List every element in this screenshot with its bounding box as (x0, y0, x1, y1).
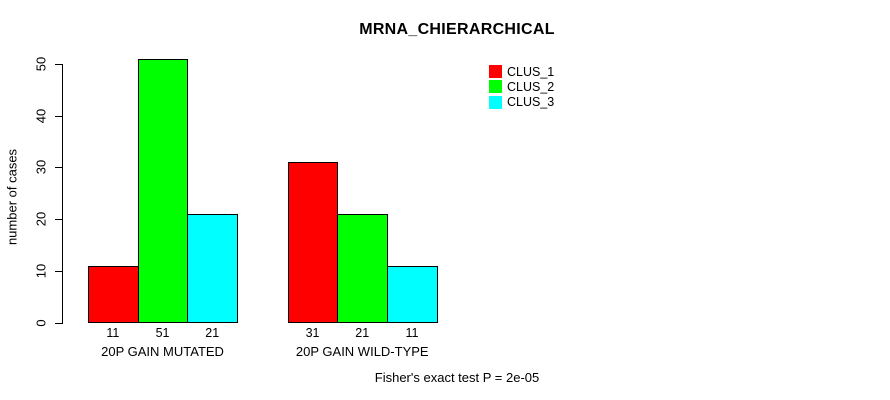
stat-test-note: Fisher's exact test P = 2e-05 (374, 370, 540, 385)
y-tick-label: 20 (33, 211, 49, 227)
y-axis-tick (55, 219, 62, 221)
y-axis-tick (55, 322, 62, 324)
bar-clus_2 (137, 58, 189, 324)
bar-value-label: 11 (106, 326, 120, 340)
bar-clus_1 (287, 162, 339, 324)
y-axis-tick (55, 115, 62, 117)
y-axis-label: number of cases (4, 148, 20, 246)
bar-clus_1 (88, 265, 139, 324)
bar-value-label: 11 (405, 326, 419, 340)
y-tick-label: 30 (33, 160, 49, 175)
legend-swatch (489, 80, 502, 94)
legend: CLUS_1 CLUS_2 CLUS_3 (489, 64, 554, 110)
y-tick-label: 40 (33, 108, 49, 123)
bar-value-label: 21 (355, 326, 370, 340)
legend-item: CLUS_2 (489, 79, 554, 94)
bar-clus_3 (387, 265, 438, 324)
y-axis-tick (55, 64, 62, 65)
bar-value-label: 51 (155, 326, 170, 340)
legend-label: CLUS_1 (507, 64, 555, 79)
y-tick-label: 50 (33, 56, 49, 72)
bar-value-label: 21 (205, 326, 220, 340)
legend-item: CLUS_1 (489, 64, 554, 79)
legend-label: CLUS_3 (507, 95, 555, 110)
bar-clus_3 (187, 213, 239, 324)
y-axis-tick (55, 270, 62, 272)
x-category-label: 20P GAIN MUTATED (101, 344, 224, 359)
x-category-label: 20P GAIN WILD-TYPE (295, 344, 429, 359)
legend-item: CLUS_3 (489, 95, 554, 110)
y-tick-label: 10 (33, 263, 49, 279)
legend-swatch (489, 95, 502, 109)
legend-label: CLUS_2 (507, 79, 555, 94)
bar-value-label: 31 (305, 326, 320, 340)
y-axis-line (62, 64, 63, 324)
y-axis-tick (55, 167, 62, 169)
bar-clus_2 (337, 213, 389, 324)
chart-title: MRNA_CHIERARCHICAL (359, 21, 555, 38)
legend-swatch (489, 65, 502, 79)
y-tick-label: 0 (33, 318, 49, 327)
